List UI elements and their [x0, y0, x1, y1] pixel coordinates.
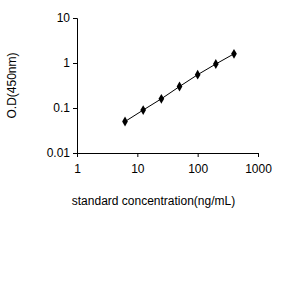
plot-area — [122, 49, 237, 127]
tick-label: 10 — [57, 11, 71, 25]
y-axis: 0.01 0.1 1 10 — [47, 11, 78, 160]
data-point — [140, 105, 146, 115]
data-point — [231, 49, 237, 59]
data-point — [177, 82, 183, 92]
data-point — [213, 59, 219, 69]
tick: 10 — [57, 11, 77, 25]
x-axis-title: standard concentration(ng/mL) — [72, 194, 235, 208]
tick-mark — [73, 108, 77, 109]
x-axis: 1 10 100 1000 — [74, 153, 272, 176]
tick-label: 0.1 — [53, 101, 70, 115]
tick-mark — [258, 153, 259, 157]
tick: 1 — [63, 56, 77, 70]
tick-mark — [73, 63, 77, 64]
tick-mark — [198, 153, 199, 157]
tick-label: 0.01 — [47, 146, 71, 160]
axis-line — [73, 19, 78, 154]
data-point — [158, 94, 164, 104]
tick-mark — [73, 18, 77, 19]
data-point — [195, 70, 201, 80]
tick: 0.01 — [47, 146, 77, 160]
chart: 1 10 100 1000 0.01 0.1 1 10 standard concentrati… — [0, 0, 300, 300]
y-axis-title: O.D(450nm) — [5, 52, 19, 118]
tick: 10 — [131, 153, 145, 176]
tick-label: 10 — [131, 162, 145, 176]
tick: 1 — [74, 153, 81, 176]
tick: 1000 — [245, 153, 272, 176]
data-line — [125, 54, 234, 122]
tick: 100 — [188, 153, 208, 176]
tick-mark — [137, 153, 138, 157]
tick-label: 100 — [188, 162, 208, 176]
tick: 0.1 — [53, 101, 77, 115]
tick-label: 1 — [63, 56, 70, 70]
axis-line — [78, 154, 259, 158]
data-point — [122, 117, 128, 127]
tick-mark — [73, 153, 77, 154]
tick-label: 1 — [74, 162, 81, 176]
tick-label: 1000 — [245, 162, 272, 176]
